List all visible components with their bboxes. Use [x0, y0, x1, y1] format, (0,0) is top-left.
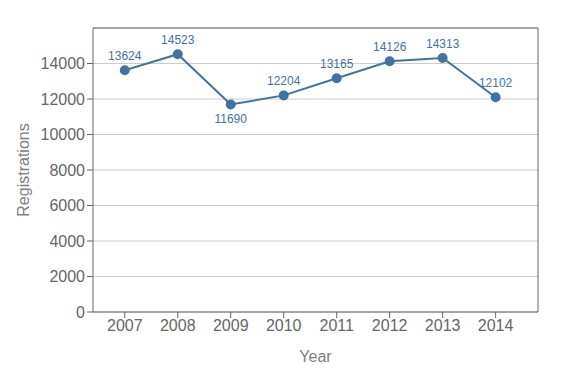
- svg-text:14000: 14000: [41, 55, 86, 72]
- svg-text:10000: 10000: [41, 126, 86, 143]
- svg-text:Year: Year: [299, 348, 332, 365]
- svg-text:2008: 2008: [160, 317, 196, 334]
- svg-text:14126: 14126: [373, 40, 407, 54]
- svg-text:2011: 2011: [319, 317, 354, 334]
- svg-text:2013: 2013: [425, 317, 461, 334]
- svg-text:0: 0: [76, 304, 85, 321]
- svg-text:2007: 2007: [107, 317, 143, 334]
- svg-text:4000: 4000: [49, 233, 85, 250]
- svg-text:2012: 2012: [372, 317, 408, 334]
- svg-text:12102: 12102: [479, 76, 513, 90]
- svg-text:12204: 12204: [267, 74, 301, 88]
- svg-text:6000: 6000: [49, 197, 85, 214]
- svg-text:12000: 12000: [41, 91, 86, 108]
- svg-text:2014: 2014: [478, 317, 514, 334]
- svg-text:8000: 8000: [49, 162, 85, 179]
- svg-text:2009: 2009: [213, 317, 249, 334]
- svg-text:14523: 14523: [161, 33, 195, 47]
- svg-text:2010: 2010: [266, 317, 302, 334]
- svg-text:14313: 14313: [426, 37, 460, 51]
- svg-text:2000: 2000: [49, 268, 85, 285]
- svg-text:11690: 11690: [214, 112, 247, 126]
- svg-text:13624: 13624: [108, 49, 142, 63]
- svg-text:Registrations: Registrations: [15, 123, 32, 216]
- svg-text:13165: 13165: [320, 57, 354, 71]
